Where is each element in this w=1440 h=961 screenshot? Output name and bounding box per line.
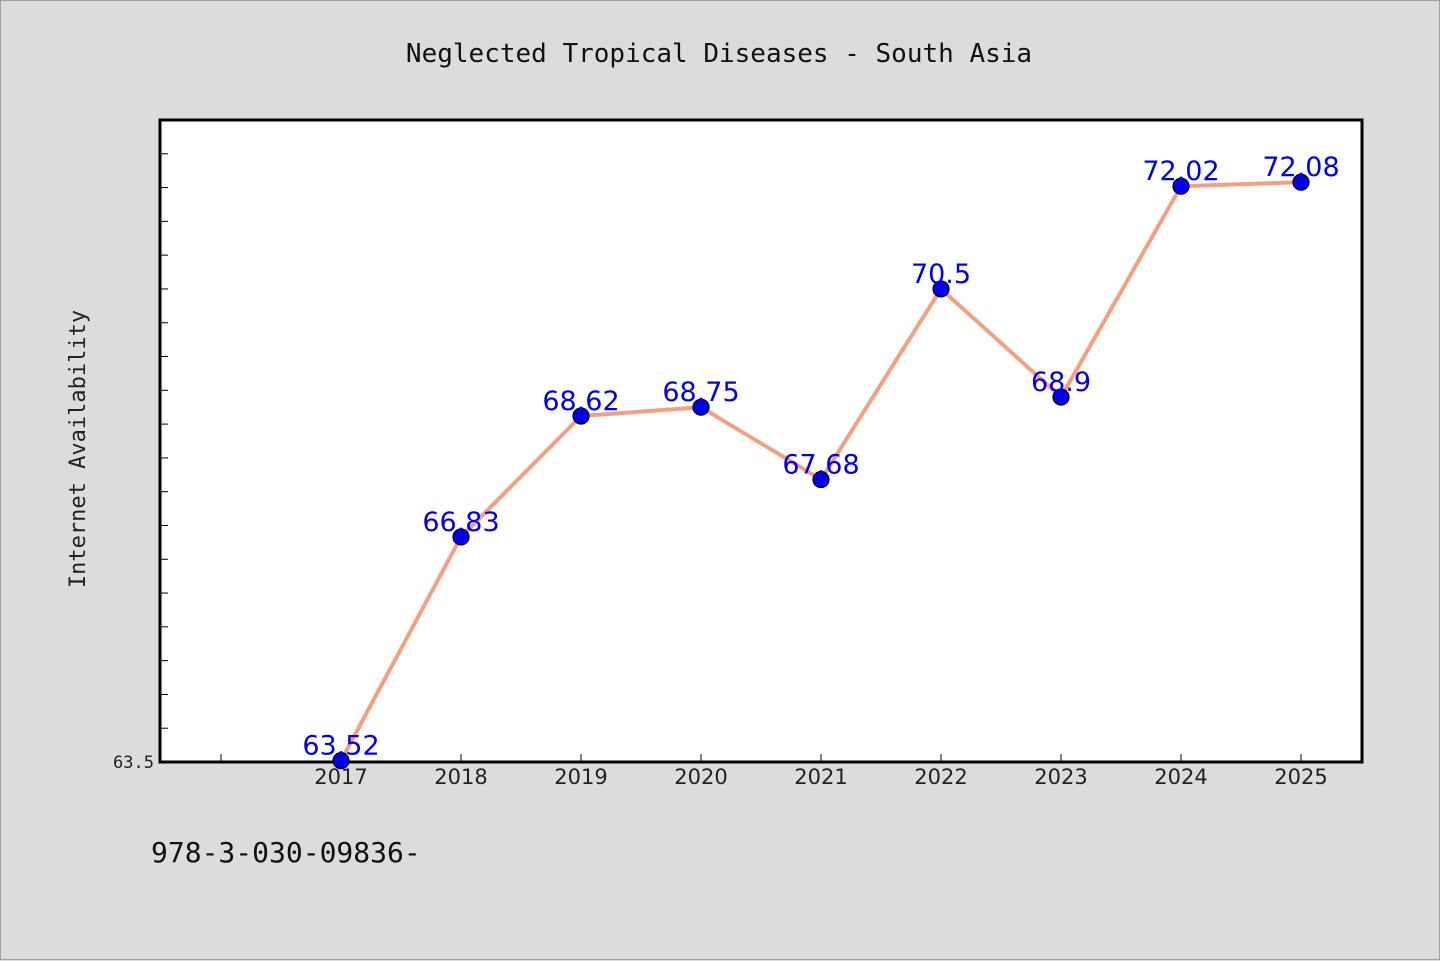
- x-tick-label: 2023: [1034, 765, 1087, 789]
- data-label: 67.68: [782, 450, 859, 481]
- data-points: [332, 173, 1310, 770]
- data-point: [452, 528, 470, 546]
- x-tick-label: 2020: [674, 765, 727, 789]
- plot-area: [158, 118, 1364, 764]
- data-label: 72.02: [1142, 156, 1219, 187]
- data-point: [1292, 173, 1310, 191]
- data-point: [692, 398, 710, 416]
- x-tick-label: 2024: [1154, 765, 1207, 789]
- data-label: 68.75: [662, 377, 739, 408]
- data-label: 63.52: [302, 731, 379, 762]
- data-point: [812, 470, 830, 489]
- data-point: [572, 407, 590, 425]
- data-label: 66.83: [422, 507, 499, 538]
- data-point: [1172, 177, 1190, 195]
- chart-title: Neglected Tropical Diseases - South Asia: [406, 39, 1032, 69]
- y-axis-ticks: 63.5: [113, 753, 154, 773]
- data-point: [1052, 388, 1070, 406]
- x-axis-ticks: 2017 2018 2019 2020 2021 2022 2023 2024 2025: [220, 754, 1328, 789]
- data-label: 72.08: [1262, 152, 1339, 183]
- data-point: [332, 752, 350, 770]
- data-label: 68.62: [542, 386, 619, 417]
- y-tick-label: 63.5: [113, 753, 154, 773]
- data-label: 68.9: [1031, 367, 1091, 398]
- x-tick-label: 2018: [434, 765, 487, 789]
- x-tick-label: 2025: [1274, 765, 1327, 789]
- x-tick-label: 2021: [794, 765, 847, 789]
- data-point: [932, 280, 950, 298]
- x-tick-label: 2019: [554, 765, 607, 789]
- y-axis-label: Internet Availability: [66, 310, 91, 588]
- data-label: 70.5: [911, 259, 971, 290]
- y-minor-ticks: [160, 119, 168, 729]
- footer-code: 978-3-030-09836-: [151, 836, 421, 869]
- x-tick-label: 2022: [914, 765, 967, 789]
- data-labels: 63.52 66.83 68.62 68.75 67.68 70.5 68.9 72.02 72…: [302, 152, 1339, 761]
